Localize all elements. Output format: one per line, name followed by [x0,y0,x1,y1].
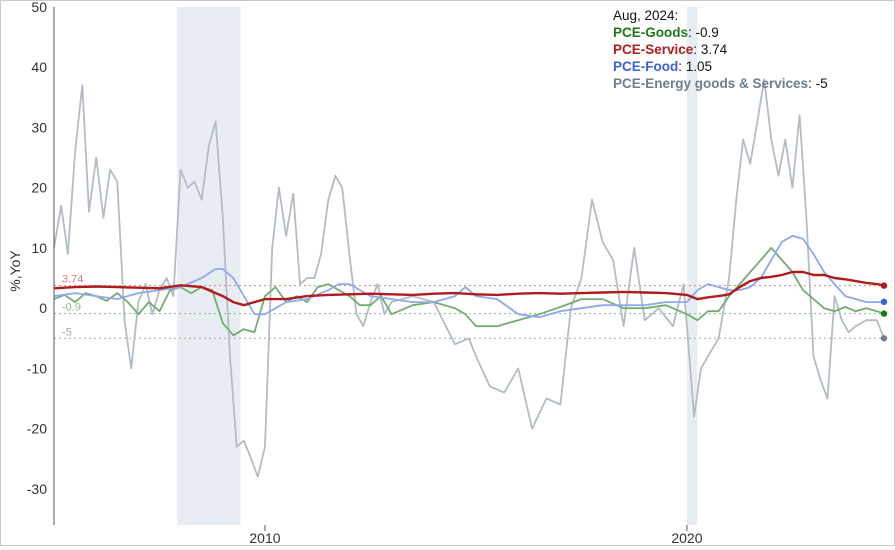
y-axis-ticks: 50 40 30 20 10 0 -10 -20 -30 [27,0,47,497]
y-tick-label: 10 [31,240,47,256]
legend-name: PCE-Goods [613,25,689,40]
y-tick-label: -10 [27,360,47,376]
series-lines [53,78,885,478]
y-tick-label: 40 [31,59,47,75]
legend: Aug, 2024: PCE-Goods: -0.9 PCE-Service: … [613,7,828,92]
y-tick-label: 0 [39,300,47,316]
recession-band [177,7,241,525]
y-axis-label: %,YoY [7,250,23,292]
y-tick-label: -20 [27,421,47,437]
reference-label: 3.74 [62,274,83,286]
legend-entry-service: PCE-Service: 3.74 [613,42,728,57]
series-line [53,78,885,478]
legend-name: PCE-Energy goods & Services [613,76,809,91]
legend-value: 3.74 [700,42,728,57]
series-end-marker [880,298,888,306]
recession-shading [177,7,698,525]
reference-label: -0.9 [62,302,81,314]
x-axis-ticks: 2010 2020 [249,525,703,546]
legend-name: PCE-Service [613,42,694,57]
y-tick-label: -30 [27,481,47,497]
series-line [53,246,885,337]
series-line [53,234,885,319]
legend-entry-food: PCE-Food: 1.05 [613,59,713,74]
legend-value: 1.05 [685,59,713,74]
end-markers [880,282,888,342]
x-tick-label: 2010 [249,530,280,545]
reference-label: -5 [62,326,72,338]
legend-entry-goods: PCE-Goods: -0.9 [613,25,719,40]
series-end-marker [880,310,888,317]
series-end-marker [880,282,888,289]
y-tick-label: 50 [31,1,47,15]
legend-value: -5 [815,76,828,91]
legend-header: Aug, 2024: [613,8,679,23]
legend-entry-energy: PCE-Energy goods & Services: -5 [613,76,828,91]
y-tick-label: 30 [31,119,47,135]
y-tick-label: 20 [31,180,47,196]
recession-band [686,7,698,525]
series-line [53,270,885,307]
series-end-marker [880,335,888,342]
x-tick-label: 2020 [671,530,702,545]
legend-value: -0.9 [695,25,719,40]
legend-name: PCE-Food [613,59,679,74]
